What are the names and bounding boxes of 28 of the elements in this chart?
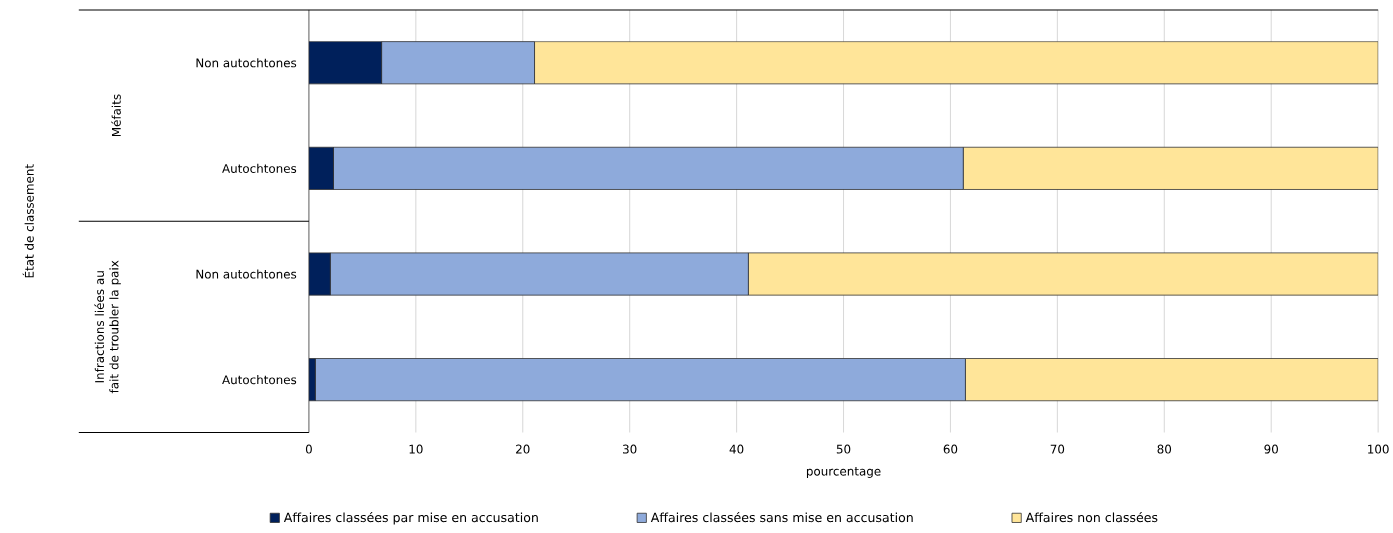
bar bbox=[965, 358, 1379, 402]
x-axis-title: pourcentage bbox=[806, 467, 881, 479]
bar bbox=[308, 147, 334, 191]
bar bbox=[534, 41, 1379, 85]
x-tick-label: 60 bbox=[943, 444, 958, 454]
text: Méfaits bbox=[111, 94, 121, 137]
x-tick-label: 10 bbox=[409, 444, 423, 454]
y-tick-label: Non autochtones bbox=[196, 58, 297, 68]
x-tick-label: 90 bbox=[1264, 444, 1278, 454]
x-tick-label: 40 bbox=[729, 444, 744, 454]
y-tick-label: Non autochtones bbox=[196, 269, 297, 279]
x-tick-label: 20 bbox=[516, 444, 530, 454]
bar bbox=[308, 41, 383, 85]
text: État de classement bbox=[22, 164, 34, 278]
x-tick-label: 80 bbox=[1157, 444, 1172, 454]
x-tick-label: 50 bbox=[836, 444, 851, 454]
x-tick-label: 70 bbox=[1050, 444, 1065, 454]
x-tick-label: 0 bbox=[305, 444, 312, 454]
bar bbox=[747, 252, 1379, 296]
x-tick-label: 100 bbox=[1368, 444, 1389, 454]
legend-label: Affaires classées sans mise en accusation bbox=[650, 512, 913, 523]
bar bbox=[962, 147, 1379, 191]
text: Infractions liées au fait de troubler la paix bbox=[94, 260, 121, 394]
legend-label: Affaires non classées bbox=[1025, 512, 1158, 523]
y-tick-label: Autochtones bbox=[222, 375, 297, 385]
y-tick-label: Autochtones bbox=[222, 163, 297, 174]
x-tick-label: 30 bbox=[623, 444, 637, 454]
legend-label: Affaires classées par mise en accusation bbox=[283, 512, 538, 525]
